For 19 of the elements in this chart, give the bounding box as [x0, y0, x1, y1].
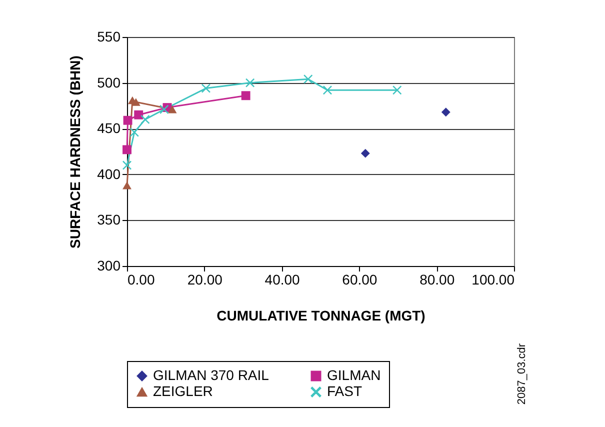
x-tick-label: 80.00: [420, 272, 455, 288]
legend-label: ZEIGLER: [153, 383, 213, 399]
y-tick-label: 400: [97, 166, 121, 182]
x-tick-label: 40.00: [264, 272, 300, 288]
x-tick-label: 20.00: [187, 272, 223, 288]
x-axis-title: CUMULATIVE TONNAGE (MGT): [216, 308, 426, 324]
y-tick-label: 450: [97, 120, 121, 136]
text: 2087_03.cdr: [516, 343, 528, 405]
legend-label: GILMAN 370 RAIL: [153, 367, 270, 383]
y-tick-label: 500: [97, 74, 121, 90]
legend-label: FAST: [327, 383, 362, 399]
x-tick-label: 0.00: [128, 272, 155, 288]
y-axis-title: SURFACE HARDNESS (BHN): [67, 56, 84, 248]
x-tick-label: 60.00: [342, 272, 378, 288]
legend-label: GILMAN: [327, 367, 381, 383]
x-tick-label: 100.00: [472, 272, 515, 288]
y-tick-label: 550: [97, 28, 121, 44]
y-tick-label: 300: [97, 258, 121, 274]
y-tick-label: 350: [97, 212, 121, 228]
